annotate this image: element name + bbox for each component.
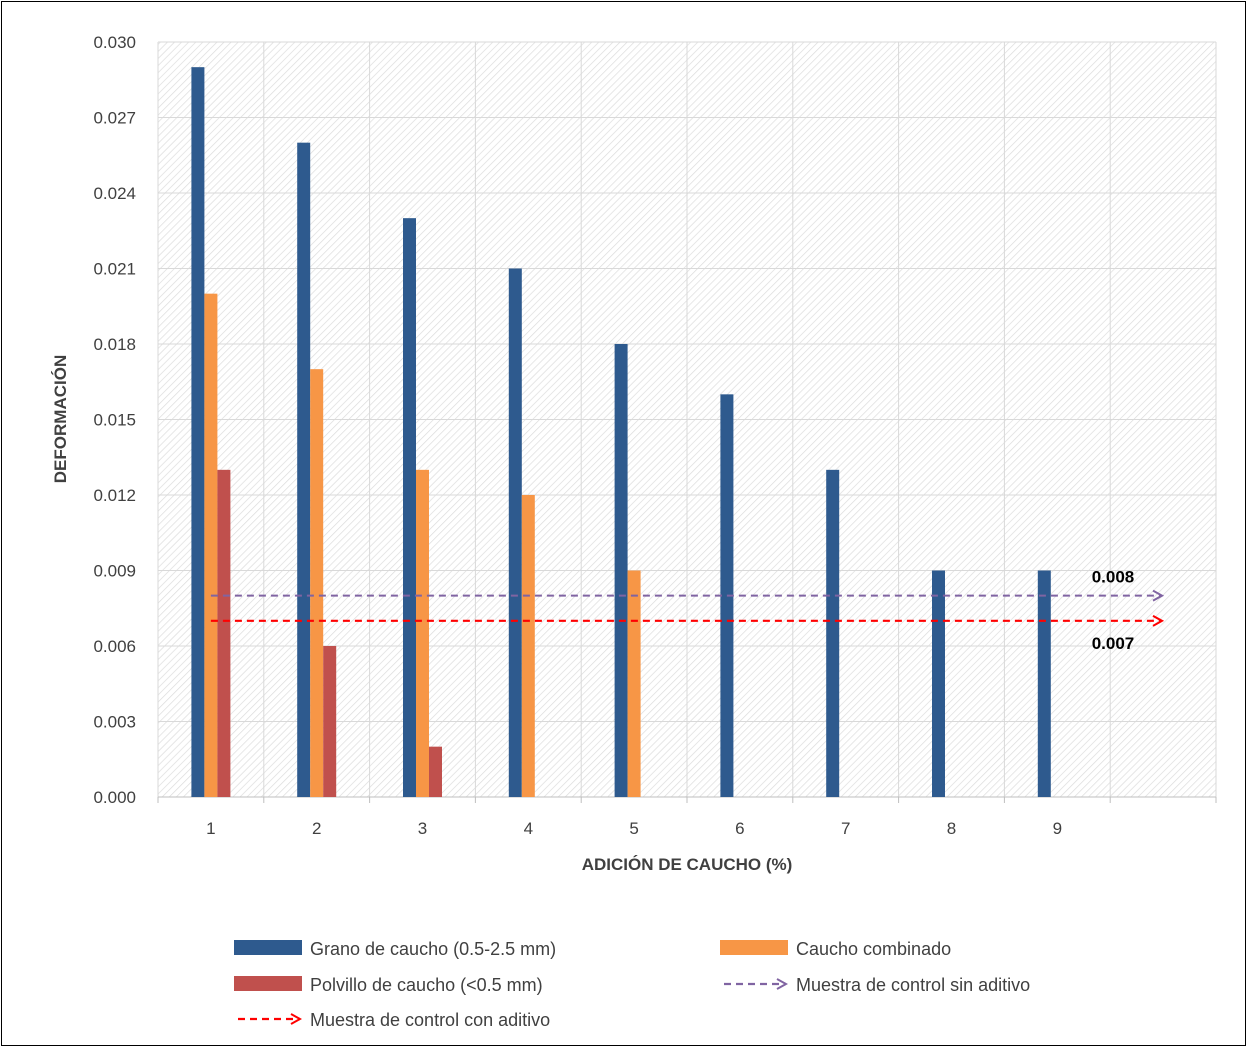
bar-series-2 [204,293,218,797]
legend-label: Muestra de control sin aditivo [796,975,1030,995]
bar-series-1 [614,344,628,797]
bar-series-2 [627,570,641,797]
bar-series-3 [323,646,337,797]
x-tick-label: 7 [841,819,850,838]
y-tick-label: 0.024 [93,184,136,203]
legend: Grano de caucho (0.5-2.5 mm) Caucho combi… [234,939,1030,1030]
bar-series-1 [826,469,840,797]
bar-series-1 [191,67,205,797]
bar-series-1 [403,218,416,797]
x-tick-label: 5 [629,819,638,838]
y-tick-label: 0.003 [93,713,136,732]
x-tick-label: 9 [1053,819,1062,838]
bars [191,67,1051,797]
bar-series-2 [310,369,324,797]
bar-series-3 [429,746,442,797]
legend-label: Polvillo de caucho (<0.5 mm) [310,975,543,995]
y-tick-label: 0.030 [93,33,136,52]
y-tick-label: 0.000 [93,788,136,807]
y-tick-label: 0.009 [93,562,136,581]
x-tick-label: 2 [312,819,321,838]
bar-series-1 [508,268,522,797]
reference-lines: 0.008 0.007 [210,568,1162,653]
bar-series-2 [416,469,429,797]
y-tick-labels: 0.000 0.003 0.006 0.009 0.012 0.015 0.018 0.021… [93,33,136,807]
reference-value-label: 0.007 [1092,634,1135,653]
x-tick-label: 1 [206,819,215,838]
legend-label: Caucho combinado [796,939,951,959]
y-axis-title: DEFORMACIÓN [51,355,70,483]
y-tick-label: 0.006 [93,637,136,656]
legend-swatch [720,940,788,955]
y-tick-label: 0.021 [93,260,136,279]
x-tick-label: 3 [418,819,427,838]
bar-series-1 [297,142,311,797]
legend-swatch [234,940,302,955]
bar-series-1 [932,570,945,797]
reference-value-label: 0.008 [1092,568,1135,587]
bar-series-3 [217,469,231,797]
y-tick-label: 0.015 [93,411,136,430]
legend-swatch [234,976,302,991]
x-tick-label: 6 [735,819,744,838]
x-tick-label: 8 [947,819,956,838]
x-tick-label: 4 [524,819,533,838]
legend-label: Muestra de control con aditivo [310,1010,550,1030]
legend-label: Grano de caucho (0.5-2.5 mm) [310,939,556,959]
x-tick-labels: 1 2 3 4 5 6 7 8 9 [206,819,1062,838]
bar-series-1 [1037,570,1051,797]
bar-series-2 [521,495,535,797]
x-axis-title: ADICIÓN DE CAUCHO (%) [582,855,793,874]
y-tick-label: 0.012 [93,486,136,505]
y-tick-label: 0.018 [93,335,136,354]
y-tick-label: 0.027 [93,109,136,128]
